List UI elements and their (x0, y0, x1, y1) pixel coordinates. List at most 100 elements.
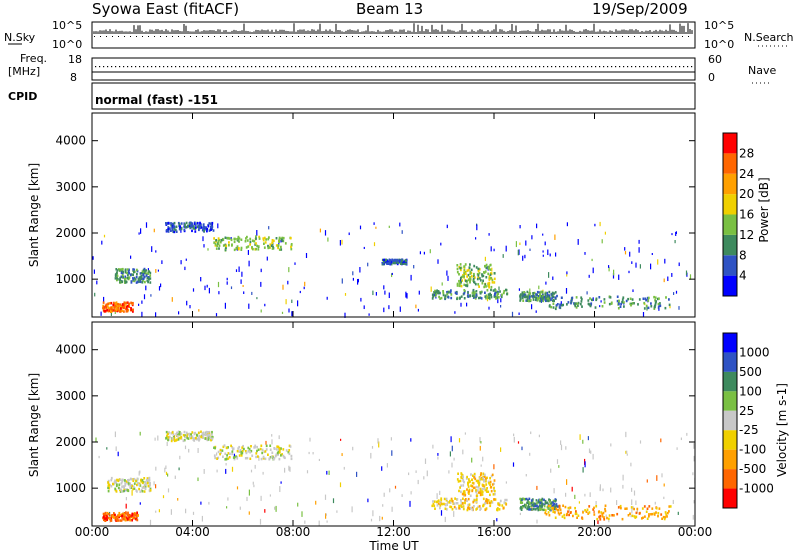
echo-cell-2 (202, 436, 205, 439)
echo-cell-8 (547, 297, 549, 301)
echo-cell-6 (469, 278, 472, 281)
echo-cell-8 (621, 298, 624, 301)
echo-cell-7 (526, 296, 529, 299)
echo-cell-2 (165, 229, 168, 232)
echo-cell-6 (473, 274, 475, 278)
velocity-colorbar-tick: 500 (739, 365, 762, 379)
echo-cell-3 (214, 446, 216, 450)
echo-speckle (268, 226, 270, 230)
echo-cell-2 (191, 222, 194, 225)
nave-dot (295, 66, 297, 68)
echo-cell-3 (255, 247, 257, 251)
echo-cell-6 (551, 501, 553, 504)
echo-cell-6 (456, 282, 459, 286)
echo-cell-2 (178, 222, 181, 226)
echo-cell-0 (118, 304, 121, 308)
echo-cell-1 (142, 270, 145, 274)
echo-cell-6 (531, 501, 534, 504)
echo-cell-6 (490, 272, 493, 275)
echo-cell-6 (460, 284, 463, 288)
echo-speckle (197, 448, 199, 453)
nsearch-dot (400, 36, 401, 37)
echo-cell-2 (166, 434, 168, 437)
echo-cell-3 (227, 446, 229, 449)
echo-speckle (100, 311, 102, 316)
echo-cell-0 (123, 513, 126, 516)
echo-cell-7 (634, 516, 637, 519)
nsearch-dot (502, 36, 503, 37)
echo-cell-6 (539, 498, 541, 502)
echo-cell-4 (458, 507, 460, 510)
echo-speckle (388, 305, 390, 310)
echo-cell-0 (111, 306, 114, 309)
echo-cell-7 (560, 511, 562, 515)
echo-cell-4 (475, 498, 478, 501)
echo-speckle (390, 437, 392, 441)
nave-dot (659, 66, 661, 68)
echo-cell-0 (102, 304, 105, 308)
echo-cell-5 (460, 490, 462, 494)
nave-dot (151, 66, 153, 68)
echo-cell-8 (567, 301, 570, 304)
echo-cell-8 (580, 296, 583, 299)
echo-cell-6 (527, 504, 530, 508)
echo-cell-1 (148, 278, 150, 281)
echo-cell-0 (131, 519, 133, 522)
echo-cell-2 (210, 226, 212, 229)
echo-cell-5 (449, 291, 452, 294)
echo-cell-8 (645, 304, 648, 308)
echo-speckle (383, 307, 385, 313)
echo-cell-1 (138, 487, 140, 491)
nsearch-dot (646, 36, 647, 37)
echo-speckle (170, 509, 172, 515)
nsearch-dot (106, 36, 107, 37)
echo-speckle (529, 452, 531, 456)
echo-cell-7 (664, 516, 667, 519)
echo-speckle (518, 312, 520, 315)
echo-speckle (294, 262, 296, 265)
echo-cell-4 (404, 262, 407, 266)
echo-cell-8 (623, 301, 625, 304)
echo-speckle (207, 248, 209, 251)
echo-cell-6 (487, 272, 490, 276)
echo-cell-5 (466, 488, 468, 491)
nave-dot (567, 66, 569, 68)
echo-cell-3 (247, 245, 250, 248)
echo-cell-1 (138, 276, 141, 279)
echo-speckle (542, 250, 544, 253)
echo-speckle (155, 466, 157, 471)
echo-speckle (542, 233, 544, 236)
echo-cell-3 (219, 452, 221, 456)
echo-cell-0 (112, 515, 114, 518)
echo-cell-2 (206, 227, 209, 231)
echo-speckle (248, 260, 250, 267)
echo-cell-3 (220, 451, 222, 455)
echo-cell-7 (539, 294, 541, 297)
echo-cell-1 (144, 487, 147, 490)
echo-speckle (405, 291, 407, 298)
echo-speckle (226, 277, 228, 281)
echo-cell-1 (133, 268, 136, 271)
echo-cell-8 (559, 303, 562, 306)
echo-speckle (288, 308, 290, 313)
echo-speckle (96, 280, 98, 285)
echo-speckle (367, 262, 369, 267)
echo-speckle (394, 485, 397, 489)
echo-cell-3 (256, 445, 258, 449)
echo-cell-1 (127, 482, 130, 485)
echo-cell-7 (548, 514, 551, 517)
echo-speckle (406, 293, 408, 299)
echo-cell-4 (485, 498, 488, 501)
echo-speckle (586, 291, 588, 295)
echo-speckle (626, 453, 628, 456)
echo-cell-4 (439, 501, 442, 504)
echo-cell-4 (468, 503, 471, 506)
echo-cell-4 (391, 258, 394, 261)
echo-cell-3 (254, 444, 257, 448)
echo-cell-5 (471, 294, 474, 297)
nave-dot (255, 66, 257, 68)
echo-cell-5 (462, 490, 465, 493)
echo-speckle (593, 510, 595, 514)
echo-cell-0 (113, 305, 116, 308)
